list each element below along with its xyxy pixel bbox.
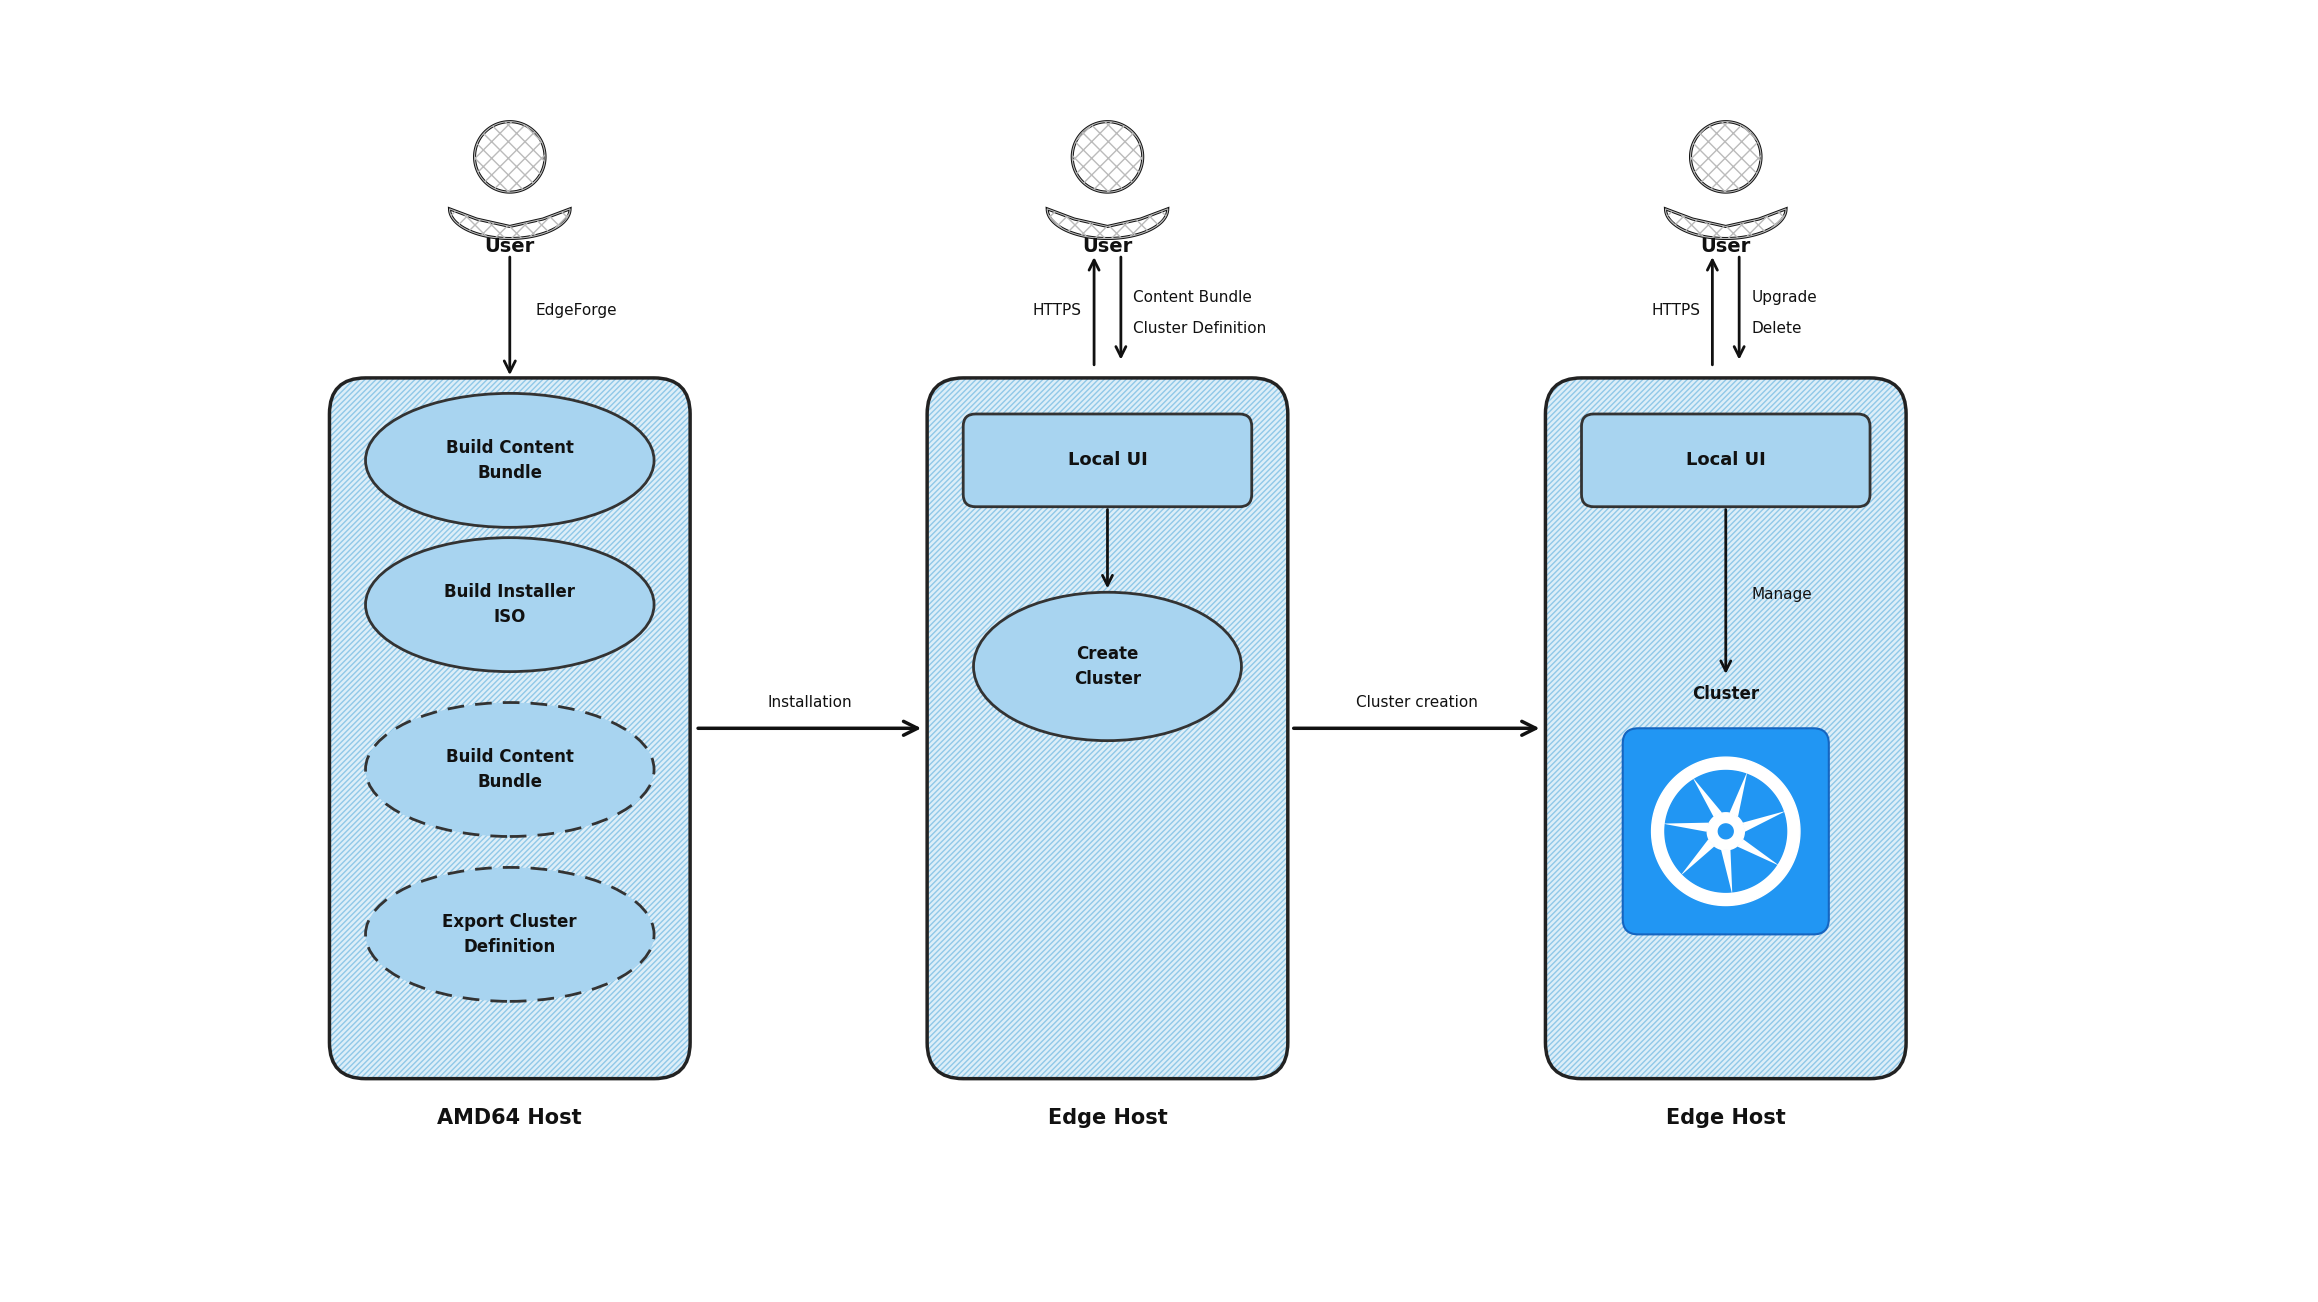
Ellipse shape xyxy=(366,867,654,1001)
Text: Local UI: Local UI xyxy=(1685,452,1766,469)
FancyBboxPatch shape xyxy=(927,378,1289,1078)
Polygon shape xyxy=(1718,824,1734,838)
Text: Cluster creation: Cluster creation xyxy=(1356,695,1477,710)
Text: Delete: Delete xyxy=(1752,322,1801,336)
Text: EdgeForge: EdgeForge xyxy=(535,303,617,319)
Polygon shape xyxy=(1720,850,1732,894)
Text: Cluster: Cluster xyxy=(1692,685,1759,703)
Polygon shape xyxy=(1743,811,1785,832)
Text: Manage: Manage xyxy=(1752,587,1813,602)
Text: Upgrade: Upgrade xyxy=(1752,290,1817,305)
Polygon shape xyxy=(1667,208,1787,238)
Polygon shape xyxy=(1690,121,1762,193)
Ellipse shape xyxy=(974,592,1242,741)
Ellipse shape xyxy=(366,393,654,527)
FancyBboxPatch shape xyxy=(1581,414,1871,506)
Polygon shape xyxy=(1662,823,1708,832)
Polygon shape xyxy=(1653,758,1801,905)
Polygon shape xyxy=(1738,840,1778,866)
Polygon shape xyxy=(475,121,545,193)
Text: User: User xyxy=(484,237,535,255)
FancyBboxPatch shape xyxy=(964,414,1252,506)
Text: HTTPS: HTTPS xyxy=(1650,303,1699,319)
Text: AMD64 Host: AMD64 Host xyxy=(438,1108,582,1128)
Polygon shape xyxy=(1729,772,1748,816)
FancyBboxPatch shape xyxy=(1623,728,1829,935)
Text: Build Installer
ISO: Build Installer ISO xyxy=(445,583,575,626)
Text: Cluster Definition: Cluster Definition xyxy=(1134,322,1266,336)
Text: Export Cluster
Definition: Export Cluster Definition xyxy=(443,913,577,956)
Polygon shape xyxy=(1681,840,1715,875)
Polygon shape xyxy=(1664,771,1787,892)
Text: Edge Host: Edge Host xyxy=(1667,1108,1785,1128)
Polygon shape xyxy=(1708,815,1743,848)
Text: HTTPS: HTTPS xyxy=(1034,303,1083,319)
FancyBboxPatch shape xyxy=(1546,378,1905,1078)
Ellipse shape xyxy=(366,703,654,836)
Polygon shape xyxy=(450,208,570,238)
Text: Installation: Installation xyxy=(767,695,853,710)
Polygon shape xyxy=(1048,208,1168,238)
Text: Edge Host: Edge Host xyxy=(1048,1108,1168,1128)
Text: Build Content
Bundle: Build Content Bundle xyxy=(445,439,575,482)
Polygon shape xyxy=(1073,121,1143,193)
Text: User: User xyxy=(1083,237,1134,255)
FancyBboxPatch shape xyxy=(329,378,691,1078)
Polygon shape xyxy=(1692,777,1722,816)
Polygon shape xyxy=(1708,812,1745,850)
Text: User: User xyxy=(1701,237,1750,255)
Text: Content Bundle: Content Bundle xyxy=(1134,290,1252,305)
Ellipse shape xyxy=(366,538,654,672)
Text: Create
Cluster: Create Cluster xyxy=(1073,644,1140,687)
Text: Local UI: Local UI xyxy=(1069,452,1147,469)
Text: Build Content
Bundle: Build Content Bundle xyxy=(445,749,575,792)
